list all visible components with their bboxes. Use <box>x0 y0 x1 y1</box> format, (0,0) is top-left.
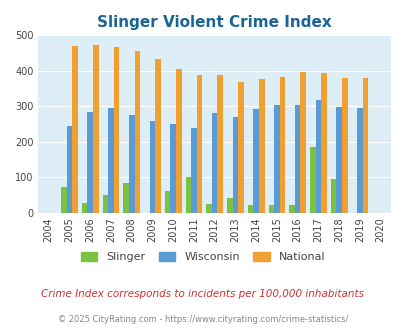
Bar <box>134 51 140 213</box>
Bar <box>279 77 285 213</box>
Bar <box>294 105 300 213</box>
Bar <box>232 116 238 213</box>
Legend: Slinger, Wisconsin, National: Slinger, Wisconsin, National <box>76 248 329 267</box>
Bar <box>66 126 72 213</box>
Text: © 2025 CityRating.com - https://www.cityrating.com/crime-statistics/: © 2025 CityRating.com - https://www.city… <box>58 315 347 324</box>
Bar <box>362 78 367 213</box>
Bar <box>185 177 191 213</box>
Bar <box>196 76 202 213</box>
Bar <box>82 203 87 213</box>
Bar <box>102 195 108 213</box>
Bar <box>175 69 181 213</box>
Bar <box>273 105 279 213</box>
Bar <box>164 191 170 213</box>
Bar <box>108 108 113 213</box>
Bar <box>320 73 326 213</box>
Bar <box>155 59 160 213</box>
Bar <box>211 114 217 213</box>
Bar <box>253 109 258 213</box>
Bar <box>72 46 78 213</box>
Bar <box>288 205 294 213</box>
Bar <box>341 78 347 213</box>
Bar <box>113 47 119 213</box>
Bar <box>123 182 129 213</box>
Bar <box>149 120 155 213</box>
Bar <box>217 76 222 213</box>
Bar <box>330 179 335 213</box>
Bar <box>300 72 305 213</box>
Bar <box>247 205 253 213</box>
Bar <box>315 100 320 213</box>
Bar <box>268 205 273 213</box>
Bar <box>129 115 134 213</box>
Title: Slinger Violent Crime Index: Slinger Violent Crime Index <box>97 15 331 30</box>
Bar <box>238 82 243 213</box>
Bar <box>170 124 175 213</box>
Bar <box>356 109 362 213</box>
Bar <box>258 79 264 213</box>
Bar <box>93 45 98 213</box>
Bar <box>206 204 211 213</box>
Text: Crime Index corresponds to incidents per 100,000 inhabitants: Crime Index corresponds to incidents per… <box>41 289 364 299</box>
Bar <box>309 147 315 213</box>
Bar <box>191 128 196 213</box>
Bar <box>226 198 232 213</box>
Bar <box>335 107 341 213</box>
Bar <box>87 112 93 213</box>
Bar <box>61 187 66 213</box>
